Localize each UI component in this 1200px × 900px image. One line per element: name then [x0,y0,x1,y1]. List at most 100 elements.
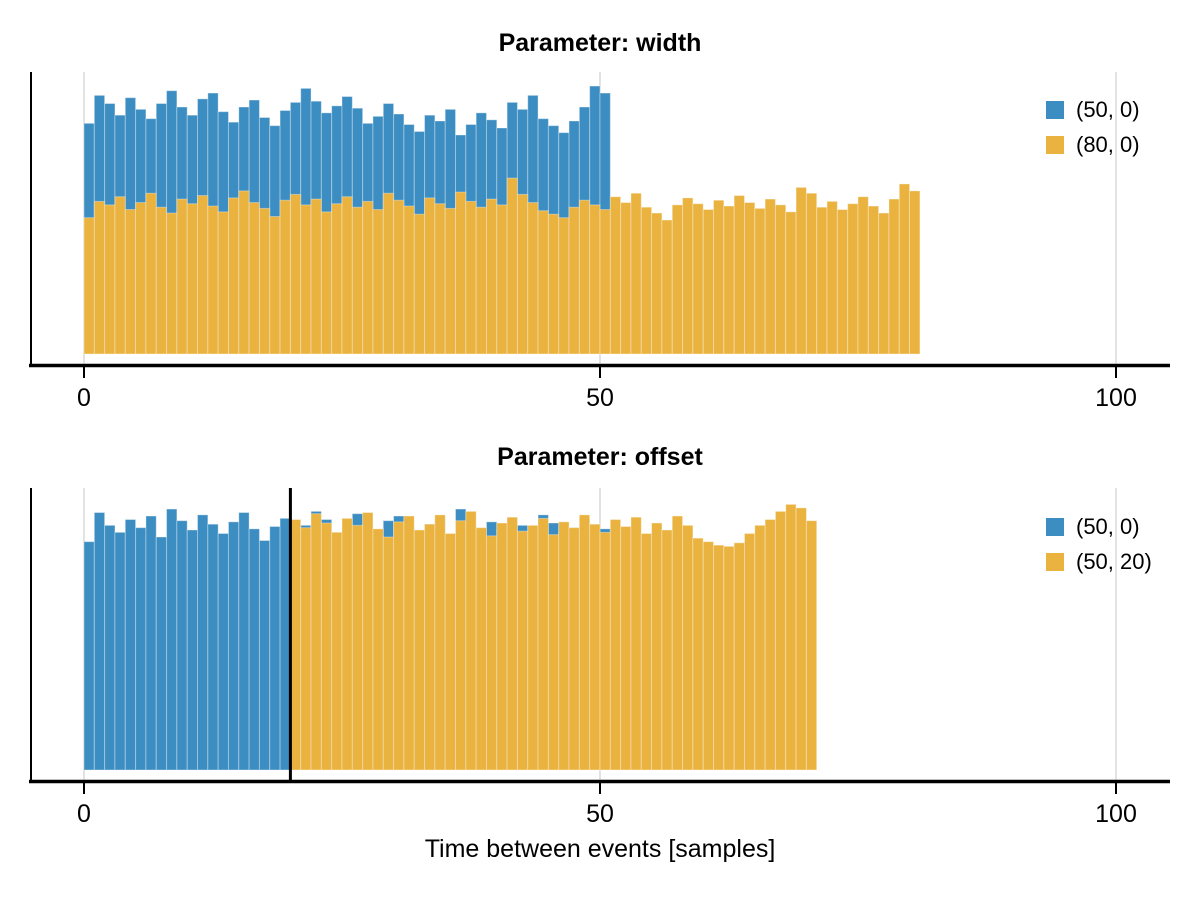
histogram-bar [692,203,704,355]
histogram-bar [888,198,900,355]
histogram-bar [403,205,415,355]
histogram-bar [743,202,756,355]
histogram-bar [671,204,684,355]
histogram-bar [878,212,890,355]
histogram-bar [713,199,725,355]
histogram-bar [155,536,168,771]
histogram-bar [217,211,229,355]
histogram-bar [248,202,260,355]
histogram-bar [124,519,137,771]
histogram-bar [558,521,570,771]
histogram-bar [207,523,219,771]
histogram-bar [83,541,95,771]
histogram-bar [320,522,333,771]
histogram-bar [743,533,756,771]
histogram-bar [279,517,291,771]
histogram-bar [83,217,95,355]
histogram-bar [444,207,457,355]
histogram-bar [248,528,260,771]
histogram-bar [609,196,622,355]
legend-width: (50, 0) (80, 0) [1046,97,1140,167]
x-tick-label: 0 [77,384,91,412]
histogram-bar [589,523,601,771]
legend-label: (50, 20) [1076,549,1152,574]
histogram-bar [351,524,364,771]
histogram-bar [475,527,487,771]
histogram-bar [300,204,312,355]
histogram-bar [485,535,498,771]
histogram-bar [599,209,611,355]
histogram-bar [455,520,467,771]
histogram-bar [558,217,570,355]
histogram-bar [651,212,663,355]
histogram-bar [702,209,715,355]
histogram-bar [630,192,642,355]
x-tick-label: 100 [1095,384,1137,412]
histogram-bar [351,206,364,355]
histogram-bar [568,206,580,355]
histogram-bar [227,521,240,771]
legend-offset: (50, 0) (50, 20) [1046,514,1152,584]
histogram-bar [506,177,518,355]
histogram-bar [434,203,446,355]
histogram-bar [785,211,797,355]
histogram-bar [568,527,580,771]
legend-label: (50, 0) [1076,97,1140,122]
histogram-bar [723,205,735,355]
histogram-bar [197,514,209,771]
histogram-bar [341,517,353,771]
legend-item: (50, 20) [1046,549,1152,575]
legend-swatch-blue [1046,518,1064,536]
histogram-bar [713,544,725,771]
histogram-bar [114,531,126,771]
histogram-bar [393,521,405,771]
histogram-bar [506,516,518,771]
histogram-bar [651,522,663,771]
histogram-bar [114,196,126,355]
histogram-bar [578,199,591,355]
histogram-bar [527,202,539,355]
histogram-bar [661,219,673,355]
histogram-bar [155,206,168,355]
histogram-bar [145,192,157,355]
histogram-bar [104,204,116,355]
histogram-bar [320,211,333,355]
histogram-bar [444,533,457,771]
histogram-bar [341,196,353,355]
histogram-bar [238,190,250,355]
histogram-bar [795,507,807,771]
histogram-bar [671,515,684,771]
panel-title-offset: Parameter: offset [497,443,703,471]
histogram-bar [682,524,694,771]
histogram-bar [393,199,405,355]
histogram-bar [537,210,549,355]
histogram-bar [166,508,178,771]
histogram-bar [186,203,199,355]
histogram-bar [578,514,591,771]
histogram-bar [805,192,818,355]
histogram-bar [300,527,312,771]
histogram-bar [145,515,157,771]
histogram-bar [238,512,250,771]
histogram-bar [362,512,374,771]
legend-swatch-orange [1046,553,1064,571]
histogram-bar [527,524,539,771]
histogram-bar [867,205,880,355]
histogram-bar [331,531,343,771]
histogram-bar [857,196,869,355]
histogram-bar [630,516,642,771]
histogram-bar [331,203,343,355]
x-tick-label: 50 [586,384,614,412]
histogram-bar [847,203,859,355]
histogram-bar [186,529,199,771]
histogram-bar [289,519,302,771]
legend-item: (50, 0) [1046,97,1140,123]
histogram-bar [475,206,487,355]
histogram-bar [909,190,921,355]
legend-swatch-blue [1046,101,1064,119]
histogram-bar [547,534,560,771]
histogram-bar [465,510,477,771]
legend-label: (80, 0) [1076,132,1140,157]
histogram-bar [424,197,436,355]
